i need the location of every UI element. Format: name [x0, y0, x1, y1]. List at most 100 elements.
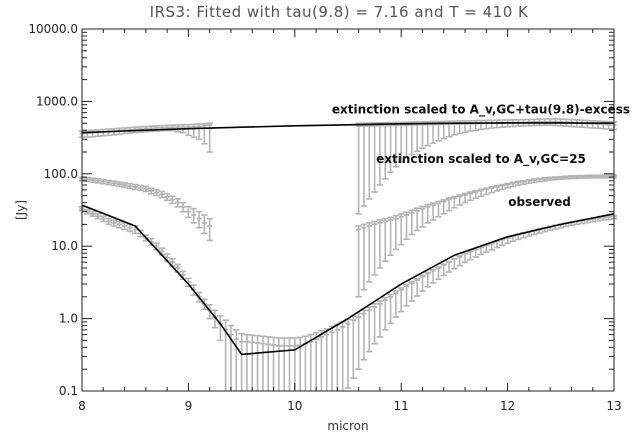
errorbar-s1-p49 [483, 187, 490, 196]
errorbar-s1-p2 [89, 177, 96, 183]
errorbar-s2-p36 [270, 336, 277, 391]
errorbar-s2-p35 [265, 336, 272, 391]
errorbar-s0-p20 [185, 123, 192, 137]
errorbar-s2-p58 [387, 293, 394, 325]
errorbar-s1-p47 [472, 189, 479, 200]
errorbar-s2-p71 [456, 255, 463, 267]
errorbar-s1-p54 [509, 181, 517, 188]
errorbar-s1-p29 [376, 219, 384, 269]
errorbar-s0-p30 [382, 121, 389, 180]
errorbar-s2-p67 [435, 266, 442, 281]
errorbar-s1-p53 [504, 182, 511, 189]
errorbar-s1-p20 [185, 206, 192, 219]
errorbar-s2-p76 [483, 244, 490, 253]
errorbar-s1-p52 [499, 183, 506, 191]
fit-line-layer [81, 122, 615, 356]
errorbar-s0-p23 [201, 123, 208, 145]
errorbar-s0-p38 [424, 120, 431, 147]
x-tick-label: 9 [185, 399, 193, 413]
errorbar-s1-p30 [382, 217, 389, 263]
errorbar-s0-p60 [541, 118, 549, 126]
errorbar-s2-p33 [254, 334, 261, 391]
errorbar-s2-p61 [403, 283, 410, 307]
errorbar-s2-p38 [280, 337, 288, 391]
y-tick-label: 10.0 [51, 239, 78, 253]
y-tick-label: 100.0 [44, 167, 78, 181]
errorbar-s2-p68 [440, 263, 447, 277]
errorbar-s2-p30 [238, 332, 245, 391]
errorbar-s1-p45 [461, 192, 469, 204]
errorbar-s2-p63 [413, 277, 421, 297]
plot-frame [81, 28, 615, 392]
errorbar-s0-p39 [429, 120, 437, 144]
x-tick-label: 8 [78, 399, 86, 413]
errorbar-s1-p48 [477, 188, 485, 198]
fit-model-line [81, 204, 615, 356]
errorbar-s2-p48 [334, 323, 341, 391]
errorbar-s2-p3 [94, 213, 102, 220]
annotation-gc25: extinction scaled to A_v,GC=25 [376, 152, 586, 167]
errorbar-s2-p64 [419, 274, 426, 292]
errorbar-s2-p60 [398, 287, 405, 313]
errorbar-s1-p40 [435, 200, 442, 218]
errorbar-s1-p37 [419, 205, 426, 228]
errorbar-s2-p39 [286, 337, 293, 391]
errorbar-s2-p80 [504, 236, 511, 245]
x-tick-label: 13 [606, 399, 621, 413]
errorbar-s1-p11 [137, 184, 144, 192]
errorbar-s2-p52 [355, 312, 362, 371]
errorbar-s1-p43 [451, 195, 458, 209]
errorbar-s2-p31 [243, 333, 251, 391]
upper-model-line [81, 122, 615, 134]
errorbar-s1-p24 [206, 217, 213, 242]
errorbar-s1-p17 [169, 195, 176, 205]
errorbar-s1-p50 [488, 186, 495, 194]
errorbar-s0-p36 [413, 121, 421, 153]
errorbar-s2-p59 [392, 290, 400, 318]
errorbar-s2-p25 [211, 309, 219, 329]
x-tick-label: 11 [394, 399, 409, 413]
errorbar-s1-p34 [403, 211, 410, 240]
errorbar-s1-p51 [493, 184, 501, 192]
errorbar-s1-p42 [445, 197, 453, 212]
errorbar-s2-p75 [477, 246, 485, 256]
errorbar-s1-p9 [126, 182, 134, 190]
errorbar-s1-p41 [440, 198, 447, 215]
errorbar-s1-p8 [121, 182, 128, 189]
errorbar-s2-p29 [233, 329, 240, 391]
errorbar-s2-p43 [307, 333, 314, 391]
errorbar-s1-p14 [153, 189, 160, 197]
errorbar-s1-p21 [190, 207, 197, 224]
errorbar-s2-p73 [467, 250, 474, 261]
errorbar-s1-p44 [456, 194, 463, 206]
errorbar-s1-p13 [147, 187, 155, 195]
errorbar-s1-p46 [467, 191, 474, 202]
errorbar-s2-p62 [408, 280, 416, 302]
errorbar-s0-p35 [408, 121, 416, 156]
errorbar-s1-p31 [387, 216, 394, 257]
errorbar-s2-p51 [350, 315, 357, 380]
errorbar-s1-p32 [392, 214, 400, 251]
annotation-observed: observed [508, 195, 571, 209]
errorbar-s2-p5 [105, 217, 112, 226]
tick-label-layer: 8 9 10 11 12 13 0.1 1.0 10.0 100.0 1000.0 10000.0 [28, 22, 621, 413]
errorbar-s2-p2 [89, 210, 96, 217]
errorbar-s2-p17 [169, 257, 176, 267]
errorbar-s1-p23 [201, 214, 208, 235]
errorbar-s0-p27 [366, 122, 373, 200]
errorbar-s2-p45 [318, 329, 325, 391]
errorbar-s2-p66 [429, 268, 437, 284]
errorbar-s0-p26 [360, 122, 368, 207]
errorbar-s1-p16 [163, 192, 171, 202]
errorbar-s1-p12 [142, 185, 150, 193]
errorbar-s1-p39 [429, 202, 437, 221]
errorbar-s0-p37 [419, 120, 426, 150]
errorbar-s2-p32 [249, 334, 256, 391]
errorbar-s1-p28 [371, 220, 378, 276]
errorbar-s2-p46 [323, 328, 330, 391]
errorbar-s2-p54 [366, 306, 373, 353]
errorbar-s2-p37 [275, 337, 283, 391]
errorbar-s1-p10 [132, 183, 139, 191]
chart-title: IRS3: Fitted with tau(9.8) = 7.16 and T … [150, 3, 529, 21]
